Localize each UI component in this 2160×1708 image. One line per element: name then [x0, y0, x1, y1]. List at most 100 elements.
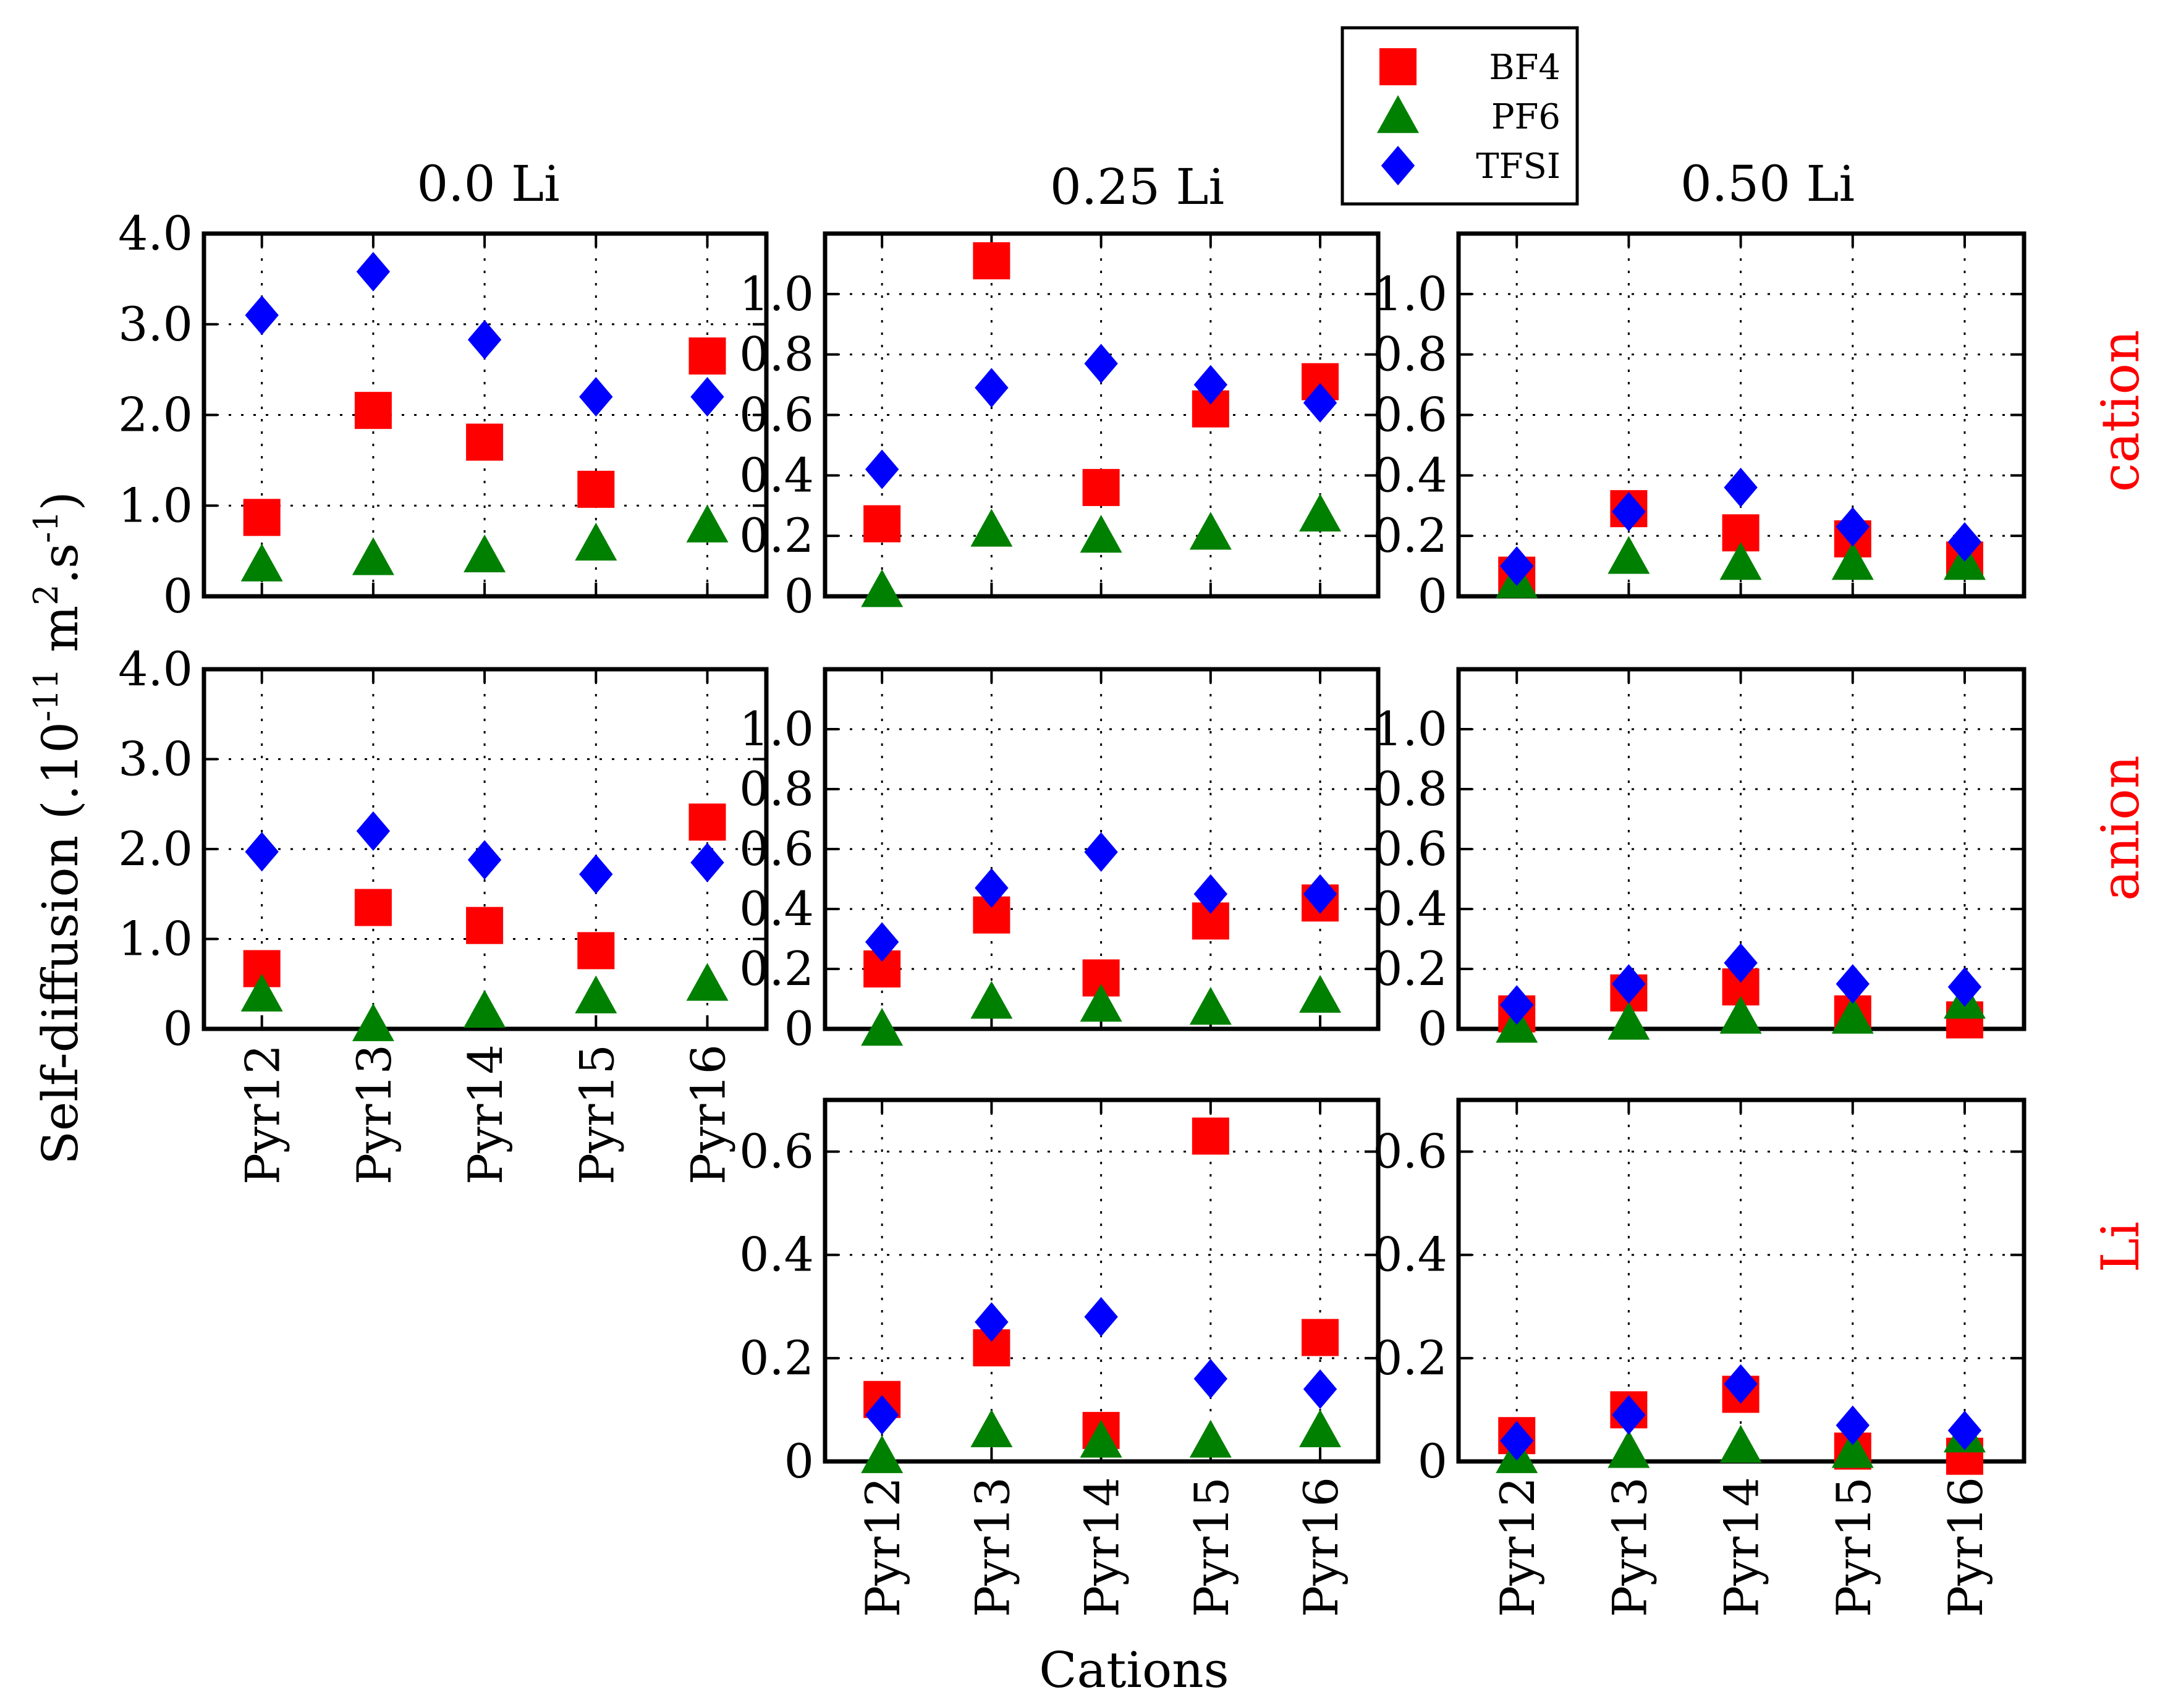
y-tick-label: 0	[163, 1001, 193, 1056]
y-tick-label: 1.0	[739, 701, 814, 756]
y-tick-label: 0.6	[1373, 387, 1447, 442]
y-tick-label: 0	[163, 569, 193, 624]
x-tick-label: Pyr15	[569, 1044, 624, 1185]
y-tick-label: 0.4	[739, 447, 814, 502]
y-tick-label: 4.0	[118, 641, 193, 696]
y-tick-label: 1.0	[118, 478, 193, 533]
point-tfsi	[356, 811, 391, 851]
x-tick-label: Pyr12	[1490, 1477, 1545, 1617]
point-tfsi	[1724, 943, 1758, 983]
point-bf4	[577, 470, 615, 508]
point-tfsi	[245, 295, 279, 336]
y-tick-label: 4.0	[118, 206, 193, 261]
y-tick-label: 3.0	[118, 732, 193, 787]
point-bf4	[354, 392, 392, 429]
point-pf6	[1080, 1419, 1122, 1458]
point-tfsi	[690, 842, 724, 882]
legend-label-tfsi: TFSI	[1476, 146, 1561, 187]
point-tfsi	[1612, 964, 1646, 1004]
point-pf6	[1080, 984, 1122, 1022]
y-tick-label: 0.4	[739, 881, 814, 936]
point-tfsi	[1947, 522, 1982, 562]
legend-label-bf4: BF4	[1489, 48, 1561, 88]
y-tick-label: 3.0	[118, 297, 193, 352]
x-axis-label: Cations	[1039, 1641, 1229, 1699]
legend-label-pf6: PF6	[1491, 97, 1561, 137]
point-tfsi	[467, 319, 502, 360]
point-tfsi	[1193, 1359, 1228, 1399]
point-tfsi	[467, 840, 502, 880]
point-pf6	[1299, 974, 1342, 1013]
point-bf4	[1192, 1117, 1229, 1155]
point-pf6	[1719, 1424, 1762, 1463]
y-tick-label: 0.8	[739, 761, 814, 816]
y-axis-label: Self-diffusion (.10-11 m2.s-1)	[27, 491, 89, 1165]
x-tick-label: Pyr16	[680, 1044, 735, 1185]
point-bf4	[243, 499, 281, 536]
row-label-li: Li	[2090, 1222, 2151, 1273]
point-pf6	[1189, 987, 1232, 1025]
panel-r2-c2: 0 0.2 0.4 0.6 Pyr12 Pyr13 Pyr14 Pyr15 Pyr16	[1373, 1097, 2027, 1617]
point-tfsi	[865, 922, 899, 962]
point-tfsi	[1947, 967, 1982, 1007]
point-pf6	[970, 509, 1013, 547]
point-pf6	[1189, 1419, 1232, 1458]
point-bf4	[354, 889, 392, 926]
point-pf6	[464, 534, 506, 573]
panel-r0-c2: 0 0.2 0.40.60.8 1.0	[1373, 231, 2027, 624]
panel-frame	[201, 667, 769, 1031]
y-tick-label: 0.6	[739, 821, 814, 876]
y-tick-label: 2.0	[118, 821, 193, 876]
legend-items: BF4 PF6 TFSI	[1377, 48, 1561, 187]
point-pf6	[686, 504, 729, 543]
y-tick-label: 0.6	[1373, 821, 1447, 876]
column-title-1: 0.25 Li	[1050, 158, 1224, 216]
point-pf6	[970, 1409, 1013, 1448]
point-pf6	[240, 973, 283, 1012]
point-pf6	[1719, 542, 1762, 580]
row-label-anion: anion	[2090, 755, 2151, 901]
x-tick-label: Pyr16	[1294, 1477, 1349, 1617]
point-pf6	[1719, 996, 1762, 1034]
panels-layer: 01.02.03.04.000.20.40.60.81.000.20.40.60…	[118, 206, 2027, 1617]
panel-r1-c0: 0 1.0 2.0 3.0 4.0 Pyr12 Pyr13 Pyr14 Pyr15 Pyr16	[118, 641, 769, 1185]
y-tick-label: 0.6	[1373, 1124, 1447, 1179]
y-tick-label: 0.6	[739, 1124, 814, 1179]
y-tick-label: 0.2	[739, 508, 814, 563]
point-bf4	[1082, 468, 1120, 506]
y-tick-label: 0.2	[1373, 1330, 1447, 1385]
point-pf6	[1831, 542, 1874, 580]
point-pf6	[575, 522, 617, 561]
point-pf6	[861, 1435, 904, 1473]
y-tick-label: 0.2	[1373, 508, 1447, 563]
point-pf6	[861, 1008, 904, 1046]
point-pf6	[1607, 1430, 1650, 1468]
panel-r0-c1: 0 0.2 0.40.60.8 1.0	[739, 231, 1381, 624]
point-tfsi	[1084, 1297, 1118, 1337]
point-tfsi	[1084, 832, 1118, 872]
point-pf6	[1080, 515, 1122, 553]
point-tfsi	[1500, 1421, 1534, 1461]
legend-marker-tfsi	[1381, 146, 1415, 185]
point-tfsi	[1612, 492, 1646, 532]
y-tick-label: 0.2	[1373, 941, 1447, 996]
y-tick-label: 0.4	[1373, 881, 1447, 936]
point-tfsi	[579, 377, 613, 417]
y-tick-label: 0.8	[739, 327, 814, 382]
x-tick-label: Pyr14	[1075, 1477, 1130, 1617]
point-tfsi	[865, 1395, 899, 1435]
point-bf4	[577, 932, 615, 970]
x-tick-label: Pyr14	[458, 1044, 513, 1185]
x-tick-label: Pyr13	[347, 1044, 402, 1185]
y-tick-label: 0.8	[1373, 327, 1447, 382]
point-tfsi	[356, 252, 391, 292]
point-tfsi	[1303, 874, 1337, 914]
x-tick-label: Pyr15	[1184, 1477, 1239, 1617]
point-tfsi	[1084, 344, 1118, 384]
point-tfsi	[245, 832, 279, 872]
point-pf6	[575, 975, 617, 1013]
y-tick-label: 1.0	[1373, 701, 1447, 756]
point-pf6	[352, 537, 394, 575]
point-pf6	[464, 989, 506, 1028]
